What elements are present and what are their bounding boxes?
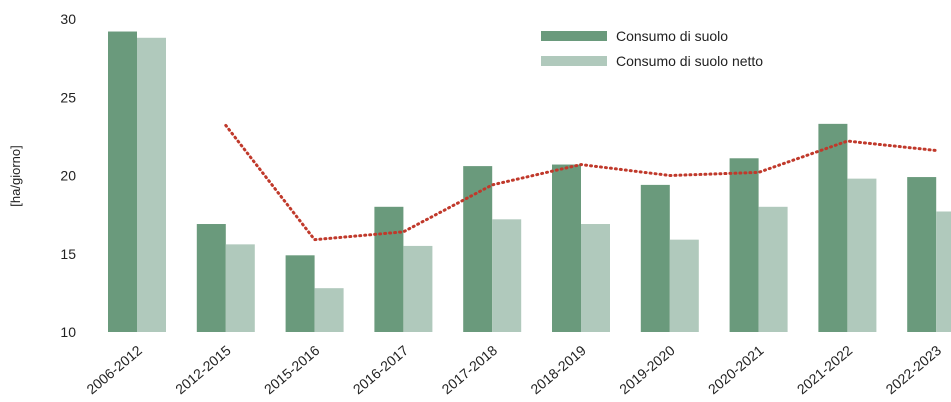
- y-axis-ticks: 10 15 20 25 30: [60, 11, 76, 340]
- bar-consumo-di-suolo-netto-2015-2016: [314, 288, 344, 332]
- bar-consumo-di-suolo-netto-2021-2022: [847, 178, 877, 332]
- bar-consumo-di-suolo-netto-2016-2017: [403, 245, 433, 332]
- bar-consumo-di-suolo-netto-2018-2019: [581, 224, 610, 332]
- legend-label-consumo-di-suolo-netto: Consumo di suolo netto: [616, 53, 763, 69]
- bars: [108, 31, 951, 333]
- bar-consumo-di-suolo-2018-2019: [552, 164, 581, 332]
- bar-consumo-di-suolo-2015-2016: [285, 255, 315, 332]
- y-tick-label: 15: [60, 246, 76, 262]
- legend-label-consumo-di-suolo: Consumo di suolo: [616, 28, 728, 44]
- bar-consumo-di-suolo-2021-2022: [818, 123, 848, 332]
- bar-consumo-di-suolo-2006-2012: [108, 31, 137, 333]
- x-tick-label: 2021-2022: [794, 342, 856, 397]
- bar-consumo-di-suolo-netto-2012-2015: [225, 244, 255, 332]
- x-tick-label: 2019-2020: [616, 342, 678, 397]
- bar-consumo-di-suolo-2019-2020: [640, 184, 670, 332]
- y-tick-label: 25: [60, 89, 76, 105]
- bar-consumo-di-suolo-netto-2022-2023: [936, 211, 951, 332]
- bar-consumo-di-suolo-2020-2021: [729, 158, 759, 332]
- x-tick-label: 2020-2021: [705, 342, 767, 397]
- bar-consumo-di-suolo-2016-2017: [374, 206, 404, 332]
- bar-consumo-di-suolo-2022-2023: [907, 177, 937, 332]
- legend-swatch-consumo-di-suolo: [541, 31, 607, 41]
- legend: Consumo di suolo Consumo di suolo netto: [541, 28, 763, 69]
- y-tick-label: 10: [60, 324, 76, 340]
- y-tick-label: 20: [60, 168, 76, 184]
- y-axis-label: [ha/giorno]: [8, 145, 23, 206]
- y-tick-label: 30: [60, 11, 76, 27]
- x-tick-label: 2017-2018: [439, 342, 501, 397]
- x-tick-label: 2016-2017: [350, 342, 412, 397]
- bar-consumo-di-suolo-2017-2018: [463, 166, 493, 332]
- x-tick-label: 2012-2015: [172, 342, 234, 397]
- x-tick-label: 2015-2016: [261, 342, 323, 397]
- x-tick-label: 2022-2023: [883, 342, 945, 397]
- x-axis-ticks: 2006-2012 2012-2015 2015-2016 2016-2017 2017…: [83, 342, 944, 397]
- bar-consumo-di-suolo-netto-2006-2012: [137, 37, 166, 332]
- bar-consumo-di-suolo-2012-2015: [196, 224, 226, 332]
- bar-consumo-di-suolo-netto-2020-2021: [758, 206, 788, 332]
- trend-line-group: [224, 123, 938, 242]
- trend-line: [224, 123, 938, 242]
- x-tick-label: 2018-2019: [527, 342, 589, 397]
- x-tick-label: 2006-2012: [83, 342, 145, 397]
- bar-consumo-di-suolo-netto-2019-2020: [669, 239, 699, 332]
- bar-consumo-di-suolo-netto-2017-2018: [492, 219, 522, 332]
- legend-swatch-consumo-di-suolo-netto: [541, 56, 607, 66]
